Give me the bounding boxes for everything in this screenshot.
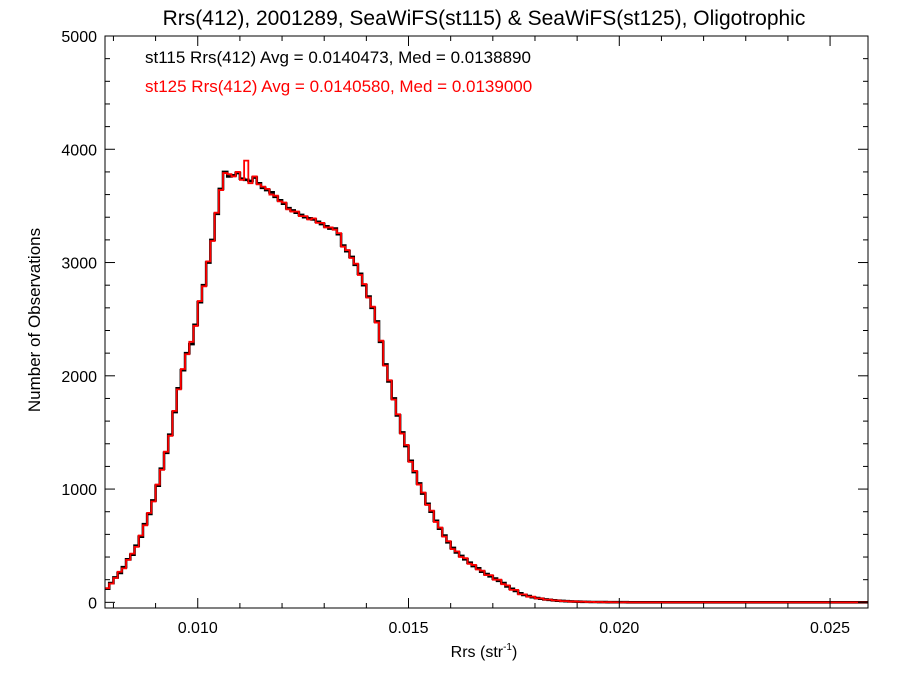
x-tick-label: 0.020 (599, 620, 639, 637)
y-tick-label: 4000 (61, 142, 97, 159)
y-axis: 0 1000 2000 3000 4000 5000 (61, 29, 868, 612)
x-axis: 0.010 0.015 0.020 0.025 (112, 36, 850, 637)
x-tick-label: 0.025 (810, 620, 850, 637)
x-axis-label-superscript: -1 (503, 642, 512, 653)
x-axis-label: Rrs (str-1) (451, 642, 518, 661)
chart-title: Rrs(412), 2001289, SeaWiFS(st115) & SeaW… (163, 7, 806, 30)
y-tick-label: 1000 (61, 482, 97, 499)
series-layer (105, 159, 868, 604)
plot-frame (104, 35, 869, 609)
y-tick-label: 0 (88, 595, 97, 612)
series-st125-histogram (105, 159, 868, 604)
x-axis-label-close: ) (512, 644, 517, 661)
y-tick-label: 5000 (61, 29, 97, 46)
y-axis-label: Number of Observations (25, 228, 44, 412)
x-tick-label: 0.015 (388, 620, 428, 637)
x-axis-label-main: Rrs (str (451, 644, 504, 661)
y-tick-label: 2000 (61, 369, 97, 386)
st115-annotation: st115 Rrs(412) Avg = 0.0140473, Med = 0.… (145, 48, 531, 67)
y-tick-label: 3000 (61, 256, 97, 273)
x-tick-label: 0.010 (178, 620, 218, 637)
st125-annotation: st125 Rrs(412) Avg = 0.0140580, Med = 0.… (145, 77, 532, 96)
